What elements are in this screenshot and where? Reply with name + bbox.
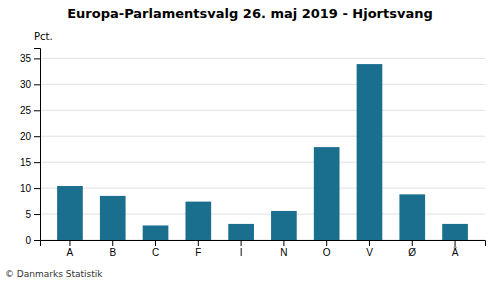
y-tick: 20 <box>20 131 40 142</box>
y-tick-mark <box>34 58 40 59</box>
bar <box>271 211 297 240</box>
bar <box>143 225 169 240</box>
x-axis-line <box>41 241 486 247</box>
grid <box>40 58 485 240</box>
x-tick-label: O <box>323 247 331 258</box>
y-tick: 5 <box>25 209 40 220</box>
y-tick-mark <box>34 214 40 215</box>
x-tick: Å <box>452 240 459 258</box>
bar <box>57 186 83 240</box>
grid-line <box>40 162 485 163</box>
x-tick-mark <box>412 240 413 246</box>
title: Europa-Parlamentsvalg 26. maj 2019 - Hjo… <box>67 6 433 21</box>
x-tick: O <box>323 240 331 258</box>
y-tick-label: 30 <box>20 79 32 90</box>
x-tick-label: B <box>109 247 116 258</box>
y-label: Pct. <box>34 31 53 42</box>
x-tick-label: C <box>152 247 159 258</box>
x-tick-label: A <box>67 247 74 258</box>
x-tick-mark <box>112 240 113 246</box>
y-tick-mark <box>34 188 40 189</box>
x-tick-mark <box>283 240 284 246</box>
y-tick-label: 0 <box>25 235 31 246</box>
y-tick-label: 20 <box>20 131 32 142</box>
y-tick-label: 25 <box>20 105 32 116</box>
x-tick: Ø <box>408 240 416 258</box>
x-tick: N <box>280 240 287 258</box>
x-tick: I <box>240 240 243 258</box>
x-tick: C <box>152 240 159 258</box>
chart: Europa-Parlamentsvalg 26. maj 2019 - Hjo… <box>0 0 500 282</box>
bar <box>185 202 211 240</box>
x-tick-label: N <box>280 247 287 258</box>
x-axis: ABCFINOVØÅ <box>41 240 486 258</box>
grid-line <box>40 188 485 189</box>
x-tick-mark <box>369 240 370 246</box>
x-tick-label: I <box>240 247 243 258</box>
x-tick: B <box>109 240 116 258</box>
y-tick-label: 35 <box>20 53 32 64</box>
y-tick-mark <box>34 240 40 241</box>
x-tick: A <box>67 240 74 258</box>
grid-line <box>40 84 485 85</box>
x-tick-mark <box>241 240 242 246</box>
x-tick-mark <box>69 240 70 246</box>
bar <box>228 224 254 240</box>
grid-line <box>40 110 485 111</box>
y-tick: 0 <box>25 235 40 246</box>
y-tick: 35 <box>20 53 40 64</box>
y-tick: 10 <box>20 183 40 194</box>
bar <box>442 224 468 240</box>
y-axis: 0 5 10 15 20 25 30 35 <box>20 49 41 246</box>
bar <box>399 194 425 240</box>
x-tick-label: V <box>366 247 373 258</box>
y-tick: 15 <box>20 157 40 168</box>
y-tick: 30 <box>20 79 40 90</box>
bar <box>100 196 126 240</box>
x-tick-mark <box>155 240 156 246</box>
y-tick-label: 15 <box>20 157 32 168</box>
grid-line <box>40 136 485 137</box>
x-tick: V <box>366 240 373 258</box>
y-tick: 25 <box>20 105 40 116</box>
grid-line <box>40 58 485 59</box>
x-tick-label: F <box>195 247 201 258</box>
bar <box>314 147 340 240</box>
y-tick-label: 5 <box>25 209 31 220</box>
y-axis-line <box>34 49 41 241</box>
bar <box>357 64 383 240</box>
y-tick-mark <box>34 84 40 85</box>
plot: 0 5 10 15 20 25 30 35 A B C F I N O V Ø Å <box>20 49 486 259</box>
x-tick-label: Å <box>452 246 459 258</box>
x-tick-mark <box>455 240 456 246</box>
footer: © Danmarks Statistik <box>5 269 103 279</box>
x-tick-mark <box>326 240 327 246</box>
y-tick-mark <box>34 162 40 163</box>
bars <box>57 64 468 240</box>
y-tick-mark <box>34 110 40 111</box>
x-tick-label: Ø <box>408 247 416 258</box>
y-tick-mark <box>34 136 40 137</box>
x-tick: F <box>195 240 201 258</box>
x-tick-mark <box>198 240 199 246</box>
y-tick-label: 10 <box>20 183 32 194</box>
